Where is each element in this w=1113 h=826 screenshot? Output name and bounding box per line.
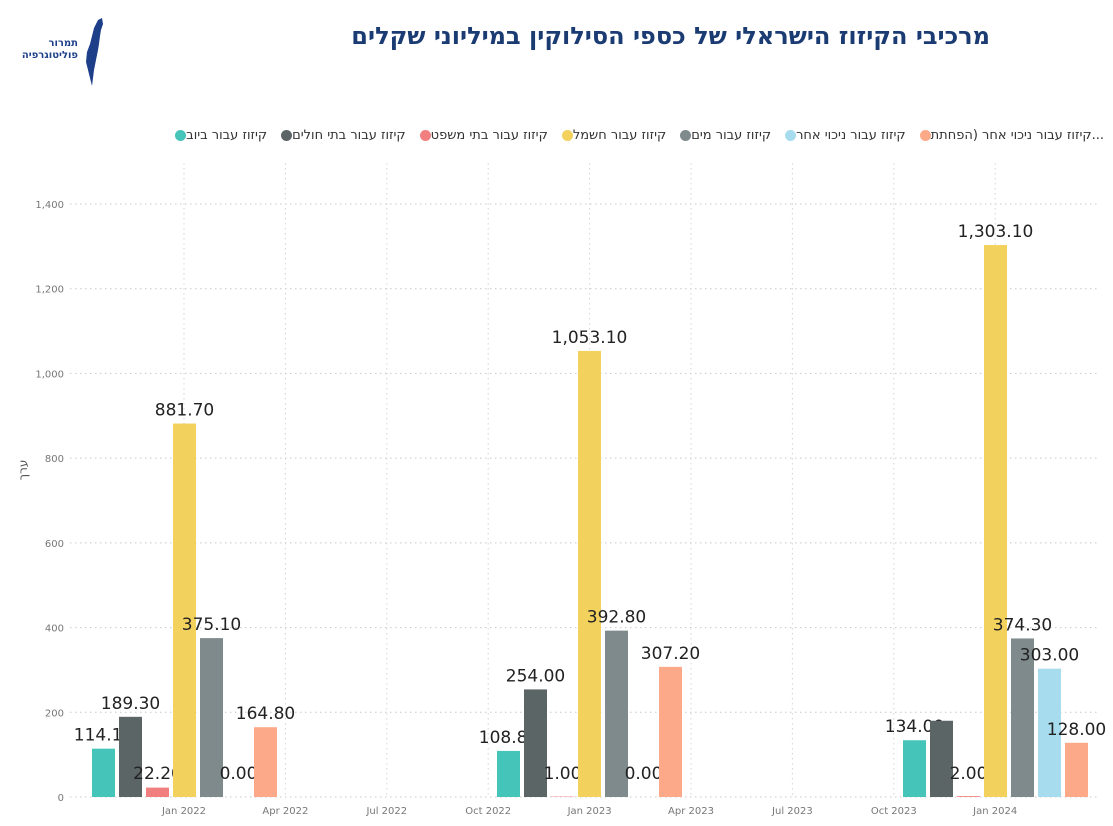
israel-map-icon xyxy=(86,18,103,86)
bar xyxy=(930,720,953,797)
bar xyxy=(903,740,926,797)
bar xyxy=(605,630,628,797)
data-label: 303.00 xyxy=(1020,646,1079,666)
legend-label: קיזוז עבור ניכוי אחר xyxy=(796,127,906,143)
legend-label: קיזוז עבור בתי חולים xyxy=(292,127,406,143)
legend-dot-icon xyxy=(281,129,293,141)
data-label: 164.80 xyxy=(236,704,295,724)
x-tick-label: Apr 2022 xyxy=(262,806,308,817)
y-tick-label: 400 xyxy=(45,624,64,635)
data-label: 128.00 xyxy=(1047,720,1106,740)
logo: תמרור פוליטוגרפיה xyxy=(14,18,104,88)
legend-label: קיזוז עבור מים xyxy=(691,127,772,143)
legend-label: קיזוז עבור בתי משפט xyxy=(430,127,548,143)
legend-dot-icon xyxy=(680,129,692,141)
logo-text-line1: תמרור xyxy=(48,38,78,49)
bar xyxy=(524,689,547,797)
data-label: 1.00 xyxy=(544,764,582,784)
data-label: 22.20 xyxy=(133,764,182,784)
data-label: 189.30 xyxy=(101,694,160,714)
data-label: 881.70 xyxy=(155,401,214,421)
bar xyxy=(578,350,601,797)
x-tick-label: Jul 2022 xyxy=(365,806,407,817)
x-tick-label: Oct 2023 xyxy=(871,806,917,817)
data-label: 0.00 xyxy=(220,764,258,784)
legend-label: קיזוז עבור ביוב xyxy=(186,127,268,143)
legend-item[interactable]: קיזוז עבור ביוב xyxy=(171,124,267,146)
data-label: 375.10 xyxy=(182,615,241,635)
legend-item[interactable]: קיזוז עבור בתי משפט xyxy=(416,124,548,146)
data-label: 0.00 xyxy=(625,764,663,784)
y-axis-label: ערך xyxy=(16,460,30,481)
bar xyxy=(497,750,520,797)
bar xyxy=(984,245,1007,797)
legend-label: ...קיזוז עבור ניכוי אחר (הפחתת xyxy=(930,127,1104,143)
y-tick-label: 600 xyxy=(45,539,64,550)
x-tick-label: Jan 2023 xyxy=(567,806,612,817)
logo-text: תמרור פוליטוגרפיה xyxy=(14,38,78,62)
data-label: 307.20 xyxy=(641,644,700,664)
x-tick-label: Jan 2022 xyxy=(161,806,206,817)
bar xyxy=(92,748,115,797)
data-label: 2.00 xyxy=(950,764,988,784)
legend-item[interactable]: ...קיזוז עבור ניכוי אחר (הפחתת xyxy=(916,124,1104,146)
legend-item[interactable]: קיזוז עבור ניכוי אחר xyxy=(781,124,906,146)
bar-chart: 0 200 400 600 800 1,000 1,200 1,400 Jan 2022 Apr … xyxy=(16,163,1106,817)
data-label: 1,303.10 xyxy=(958,222,1034,242)
legend-dot-icon xyxy=(561,129,573,141)
y-tick-label: 1,200 xyxy=(35,285,64,296)
logo-text-line2: פוליטוגרפיה xyxy=(21,50,78,61)
x-tick-label: Oct 2022 xyxy=(465,806,511,817)
bar xyxy=(1065,742,1088,797)
legend-dot-icon xyxy=(419,129,431,141)
legend-item[interactable]: קיזוז עבור חשמל xyxy=(558,124,666,146)
y-tick-label: 200 xyxy=(45,708,64,719)
y-tick-label: 1,000 xyxy=(35,369,64,380)
bar xyxy=(173,423,196,797)
y-tick-label: 0 xyxy=(58,793,64,804)
legend-item[interactable]: קיזוז עבור מים xyxy=(676,124,771,146)
x-tick-label: Jan 2024 xyxy=(972,806,1017,817)
data-label: 114.10 xyxy=(74,726,133,746)
legend-dot-icon xyxy=(175,129,187,141)
bar xyxy=(957,796,980,797)
bar xyxy=(659,666,682,797)
data-label: 374.30 xyxy=(993,615,1052,635)
data-label: 392.80 xyxy=(587,608,646,628)
bar xyxy=(254,727,277,797)
bar xyxy=(1011,638,1034,797)
data-label: 254.00 xyxy=(506,666,565,686)
data-label: 108.80 xyxy=(479,728,538,748)
chart-legend: ...קיזוז עבור ניכוי אחר (הפחתת קיזוז עבור… xyxy=(14,124,1104,146)
legend-dot-icon xyxy=(785,129,797,141)
x-tick-label: Jul 2023 xyxy=(771,806,813,817)
data-label: 134.00 xyxy=(885,717,944,737)
legend-dot-icon xyxy=(919,129,931,141)
bar xyxy=(146,787,169,797)
data-label: 1,053.10 xyxy=(552,328,628,348)
y-tick-label: 1,400 xyxy=(35,200,64,211)
legend-item[interactable]: קיזוז עבור בתי חולים xyxy=(277,124,406,146)
y-tick-label: 800 xyxy=(45,454,64,465)
bar xyxy=(200,638,223,797)
bar xyxy=(1038,668,1061,797)
x-tick-label: Apr 2023 xyxy=(668,806,714,817)
page-title: מרכיבי הקיזוז הישראלי של כספי הסילוקין ב… xyxy=(351,22,990,50)
legend-label: קיזוז עבור חשמל xyxy=(572,127,667,143)
bar xyxy=(119,716,142,797)
